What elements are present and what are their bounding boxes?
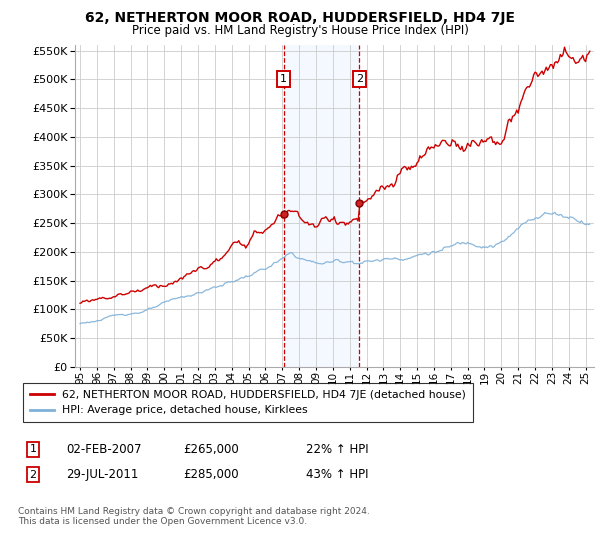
Bar xyxy=(284,45,359,367)
Text: 22% ↑ HPI: 22% ↑ HPI xyxy=(306,442,368,456)
Text: £265,000: £265,000 xyxy=(183,442,239,456)
Text: 1: 1 xyxy=(29,444,37,454)
Text: 43% ↑ HPI: 43% ↑ HPI xyxy=(306,468,368,482)
Text: 2: 2 xyxy=(356,74,363,85)
Text: Contains HM Land Registry data © Crown copyright and database right 2024.
This d: Contains HM Land Registry data © Crown c… xyxy=(18,507,370,526)
Text: 2: 2 xyxy=(29,470,37,480)
Legend: 62, NETHERTON MOOR ROAD, HUDDERSFIELD, HD4 7JE (detached house), HPI: Average pr: 62, NETHERTON MOOR ROAD, HUDDERSFIELD, H… xyxy=(23,384,473,422)
Text: 29-JUL-2011: 29-JUL-2011 xyxy=(66,468,139,482)
Text: Price paid vs. HM Land Registry's House Price Index (HPI): Price paid vs. HM Land Registry's House … xyxy=(131,24,469,37)
Text: 1: 1 xyxy=(280,74,287,85)
Text: 62, NETHERTON MOOR ROAD, HUDDERSFIELD, HD4 7JE: 62, NETHERTON MOOR ROAD, HUDDERSFIELD, H… xyxy=(85,11,515,25)
Text: 02-FEB-2007: 02-FEB-2007 xyxy=(66,442,142,456)
Text: £285,000: £285,000 xyxy=(183,468,239,482)
